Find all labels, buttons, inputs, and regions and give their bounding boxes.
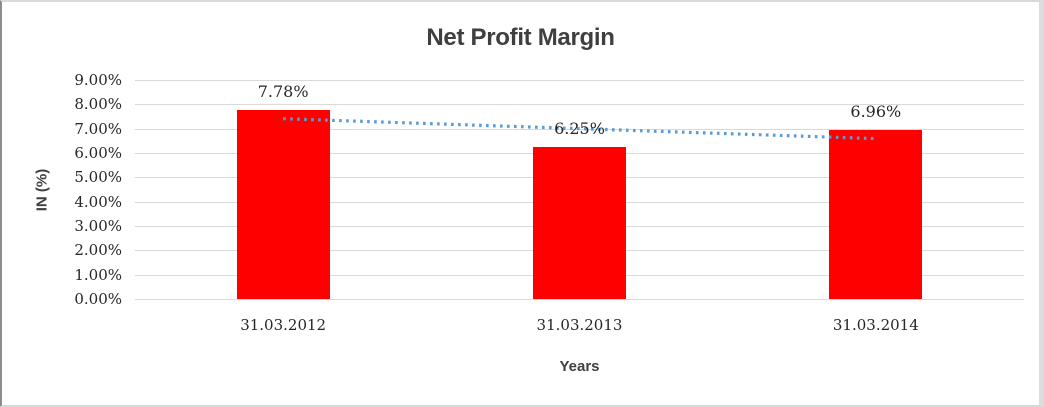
- y-axis-title: IN (%): [33, 168, 51, 212]
- x-axis-tick-label: 31.03.2013: [536, 316, 623, 334]
- gridline: [135, 80, 1024, 81]
- y-axis-tick-label: 6.00%: [74, 144, 122, 162]
- y-axis-tick-label: 3.00%: [74, 217, 122, 235]
- x-axis-title: Years: [559, 358, 600, 375]
- bar-31.03.2013: [533, 146, 626, 299]
- y-axis-tick-label: 5.00%: [74, 168, 122, 187]
- data-label: 6.96%: [850, 101, 902, 121]
- y-axis-tick-label: 9.00%: [74, 71, 122, 89]
- gridline: [135, 299, 1024, 300]
- data-label: 6.25%: [554, 118, 605, 138]
- data-label: 7.78%: [257, 81, 309, 101]
- y-axis-tick-label: 1.00%: [74, 265, 122, 284]
- x-axis-tick-label: 31.03.2012: [240, 316, 327, 334]
- y-axis-tick-label: 8.00%: [74, 95, 122, 114]
- bar-31.03.2012: [236, 109, 330, 299]
- gridline: [135, 104, 1024, 106]
- y-axis-tick-label: 2.00%: [74, 241, 122, 260]
- y-axis-tick-label: 0.00%: [74, 290, 122, 308]
- chart-title: Net Profit Margin: [426, 24, 615, 51]
- bar-31.03.2014: [829, 129, 923, 299]
- y-axis-tick-label: 4.00%: [74, 192, 122, 211]
- y-axis-tick-label: 7.00%: [74, 119, 122, 138]
- x-axis-tick-label: 31.03.2014: [832, 316, 919, 334]
